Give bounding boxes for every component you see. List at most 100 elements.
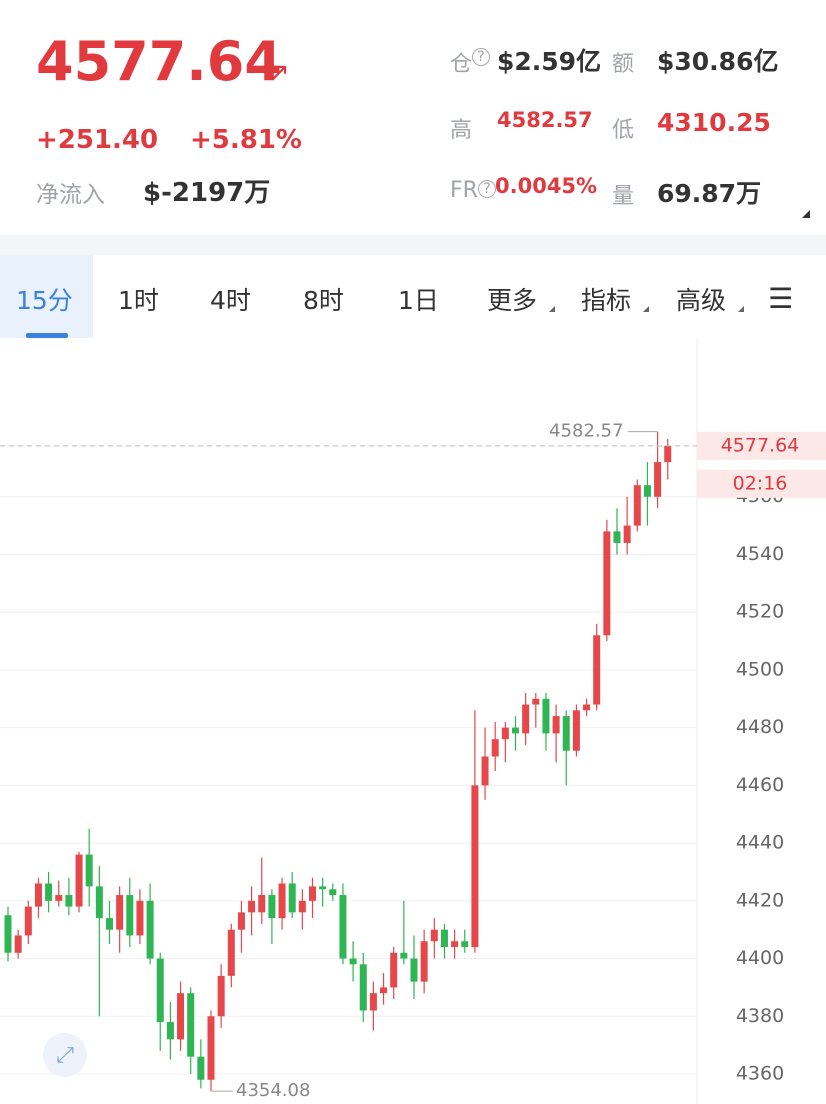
tab[interactable]: 指标 xyxy=(581,286,632,315)
candle-body xyxy=(583,704,591,711)
candle-body xyxy=(217,975,225,1017)
candle-body xyxy=(552,716,560,734)
candle-body xyxy=(643,485,651,497)
tab[interactable]: 1时 xyxy=(118,286,159,315)
candle-body xyxy=(512,727,519,734)
change: +251.40 xyxy=(36,125,159,155)
candle-body xyxy=(258,895,266,913)
candle-body xyxy=(75,854,83,907)
candle-body xyxy=(572,710,580,751)
y-tick-label: 4460 xyxy=(736,774,784,796)
candle-body xyxy=(309,886,316,901)
net-inflow-label: 净流入 xyxy=(36,182,105,208)
stat-value: $2.59亿 xyxy=(497,47,602,76)
candle-body xyxy=(664,445,672,463)
last-price-label: 4577.64 xyxy=(721,434,800,456)
y-tick-label: 4500 xyxy=(736,658,784,680)
candle-body xyxy=(349,958,357,965)
candle-body xyxy=(359,964,367,1011)
candle-body xyxy=(481,756,489,786)
chart: 4360 4380 4400 4420 4440 4460 4480 4500 4520 4540… xyxy=(0,338,826,1104)
candle-body xyxy=(380,987,388,994)
candle-body xyxy=(532,698,540,705)
candle-body xyxy=(207,1016,215,1080)
y-tick-label: 4360 xyxy=(736,1062,784,1084)
candle-body xyxy=(268,895,276,919)
tab[interactable]: 4时 xyxy=(210,286,251,315)
candle-body xyxy=(248,900,256,913)
expand-icon: ⤢ xyxy=(56,1043,74,1068)
stat-value: 69.87万 xyxy=(657,179,762,208)
candle-body xyxy=(390,952,398,988)
stat-label: 量 xyxy=(612,184,635,209)
info-icon: ? xyxy=(472,48,490,66)
candle-body xyxy=(278,883,286,919)
candle-body xyxy=(14,935,22,953)
arrow-icon: ↗ xyxy=(268,58,290,88)
candle-body xyxy=(451,941,459,947)
candle-body xyxy=(85,854,93,887)
candle-body xyxy=(562,716,570,751)
candle-body xyxy=(126,895,134,936)
y-tick-label: 4420 xyxy=(736,889,784,911)
y-tick-label: 4440 xyxy=(736,832,784,854)
stat-value: 0.0045% xyxy=(495,174,598,198)
candle-body xyxy=(4,915,12,953)
stat-label: 低 xyxy=(612,118,635,143)
candle-body xyxy=(227,929,235,976)
tab[interactable]: 高级 xyxy=(676,286,727,315)
candle-body xyxy=(319,886,327,890)
y-tick-label: 4520 xyxy=(736,601,784,623)
candle-body xyxy=(420,941,428,982)
candle-body xyxy=(400,952,408,959)
stat-label: 高 xyxy=(450,118,473,143)
stat-value: 4310.25 xyxy=(657,108,771,137)
candle-body xyxy=(65,895,73,907)
candle-body xyxy=(288,883,296,913)
last-price-box xyxy=(697,431,826,460)
y-tick-label: 4480 xyxy=(736,716,784,738)
candle-body xyxy=(603,531,611,636)
candle-body xyxy=(542,698,550,734)
candle-body xyxy=(633,485,641,526)
tab[interactable]: 8时 xyxy=(303,286,344,315)
tab-underline xyxy=(26,333,68,338)
candle-body xyxy=(106,918,113,930)
y-tick-label: 4540 xyxy=(736,543,784,565)
y-tick-label: 4380 xyxy=(736,1005,784,1027)
corner-icon xyxy=(802,210,810,218)
candle-body xyxy=(339,895,347,959)
tab[interactable]: 1日 xyxy=(398,286,439,315)
candle-body xyxy=(654,462,662,497)
price: 4577.64 xyxy=(36,30,282,93)
countdown-box xyxy=(697,469,826,498)
candle-body xyxy=(471,785,479,947)
candle-body xyxy=(187,993,195,1057)
settings-icon[interactable]: ☰ xyxy=(768,282,794,315)
info-icon: ? xyxy=(478,180,496,198)
candle-body xyxy=(623,525,631,543)
candle-body xyxy=(24,906,32,936)
candle-body xyxy=(197,1056,205,1080)
tab[interactable]: 更多 xyxy=(487,286,538,315)
tab-selected-bg xyxy=(0,255,93,338)
stat-value: $30.86亿 xyxy=(657,47,779,76)
candle-body xyxy=(45,883,53,901)
countdown: 02:16 xyxy=(733,472,788,494)
stat-label: FR xyxy=(450,178,478,203)
max-label: 4582.57 xyxy=(549,421,623,442)
y-tick-label: 4400 xyxy=(736,947,784,969)
candle-body xyxy=(166,1022,174,1040)
tab[interactable]: 15分 xyxy=(16,286,73,315)
candle-body xyxy=(34,883,42,907)
candle-body xyxy=(177,993,185,1040)
net-inflow: $-2197万 xyxy=(143,178,271,208)
candle-body xyxy=(522,704,530,734)
expand-button[interactable] xyxy=(43,1033,87,1077)
candle-body xyxy=(116,895,124,930)
candle-body xyxy=(329,889,337,896)
change-pct: +5.81% xyxy=(190,125,302,155)
candle-body xyxy=(501,727,509,740)
dropdown-icon xyxy=(643,306,649,312)
